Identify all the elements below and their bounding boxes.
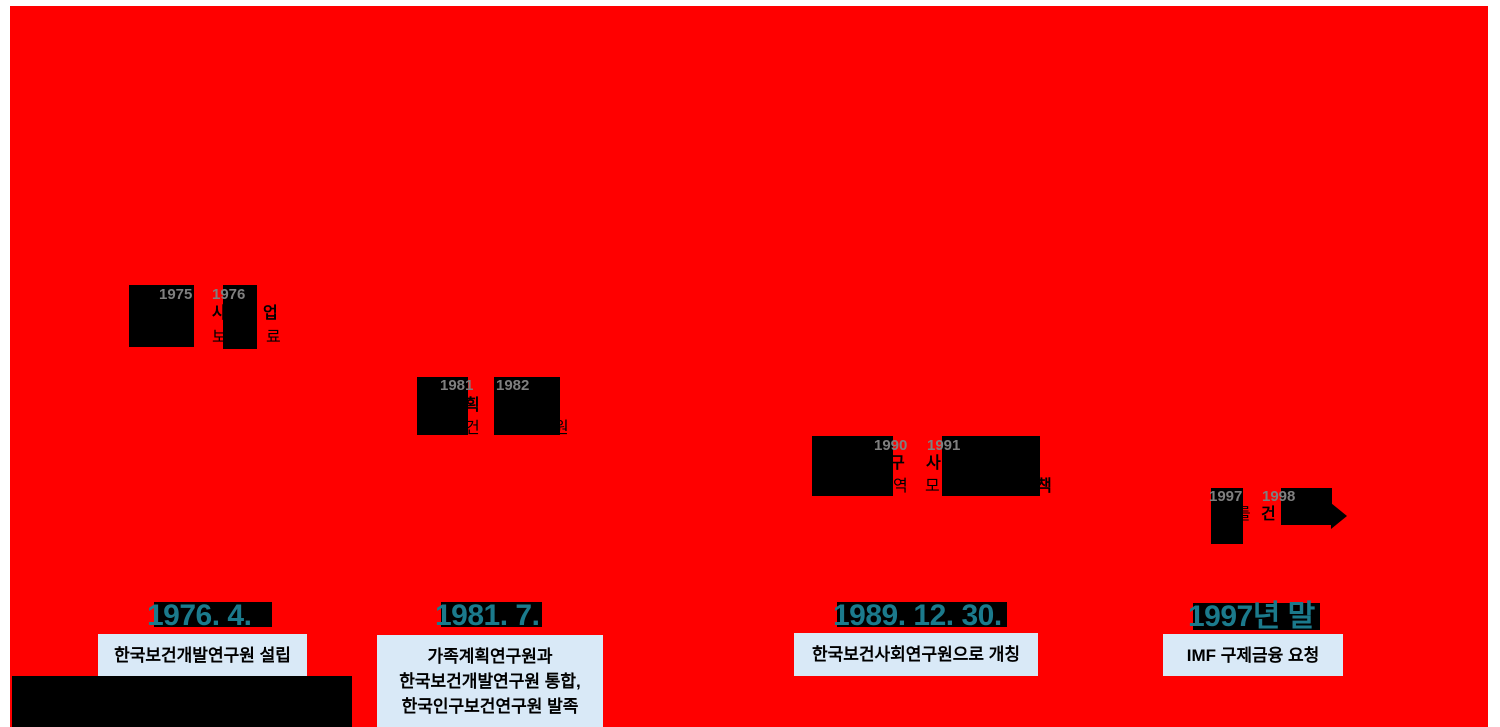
timeline-date: 1976. 4. [147,599,252,632]
date-highlight [441,602,542,627]
callout-line: 한국보건사회연구원으로 개칭 [811,645,1021,664]
callout-line: 한국보건개발연구원 통합, [399,671,581,691]
year-label-1998: 1998 [1262,488,1296,505]
arrow-right-icon [1331,503,1347,529]
redaction-box [942,436,1040,496]
text-fragment: 업 [263,305,278,322]
callout-box: 한국보건사회연구원으로 개칭 [794,633,1038,676]
text-fragment: 건 [465,420,480,437]
year-label-1997: 1997 [1209,488,1243,505]
callout-box: 가족계획연구원과 한국보건개발연구원 통합, 한국인구보건연구원 발족 [377,635,603,727]
year-label-1975: 1975 [159,286,193,303]
timeline-date: 1997년 말 [1188,600,1315,633]
callout-line: 한국인구보건연구원 발족 [401,696,579,716]
year-label-1991: 1991 [927,437,961,454]
callout-box: 한국보건개발연구원 설립 [98,634,307,677]
text-fragment: 사 [926,455,941,472]
text-fragment: 역 [893,478,908,495]
year-label-1982: 1982 [496,377,530,394]
text-fragment: 책 [1037,478,1052,495]
redaction-box [223,285,257,349]
date-highlight [837,602,1007,627]
text-fragment: 료 [266,329,281,346]
text-fragment: 모 [925,478,940,495]
date-highlight [1193,603,1320,630]
date-highlight [154,602,272,627]
redaction-box [812,436,893,496]
timeline-date: 1981. 7. [435,599,540,632]
year-label-1981: 1981 [440,377,474,394]
text-fragment: 구 [890,455,905,472]
redaction-box [417,377,468,435]
year-label-1990: 1990 [874,437,908,454]
redaction-box-large [12,676,352,727]
text-fragment: 건 [1261,506,1276,523]
callout-line: 한국보건개발연구원 설립 [114,646,291,665]
redaction-box [1211,488,1243,544]
callout-line: 가족계획연구원과 [427,646,553,666]
callout-box: IMF 구제금융 요청 [1163,634,1343,676]
redaction-box [1281,488,1332,525]
callout-line: IMF 구제금융 요청 [1186,645,1320,665]
timeline-date: 1989. 12. 30. [833,599,1002,632]
year-label-1976: 1976 [212,286,246,303]
redaction-box [129,285,194,347]
redaction-box [494,377,560,435]
text-fragment: 획 [465,397,480,414]
